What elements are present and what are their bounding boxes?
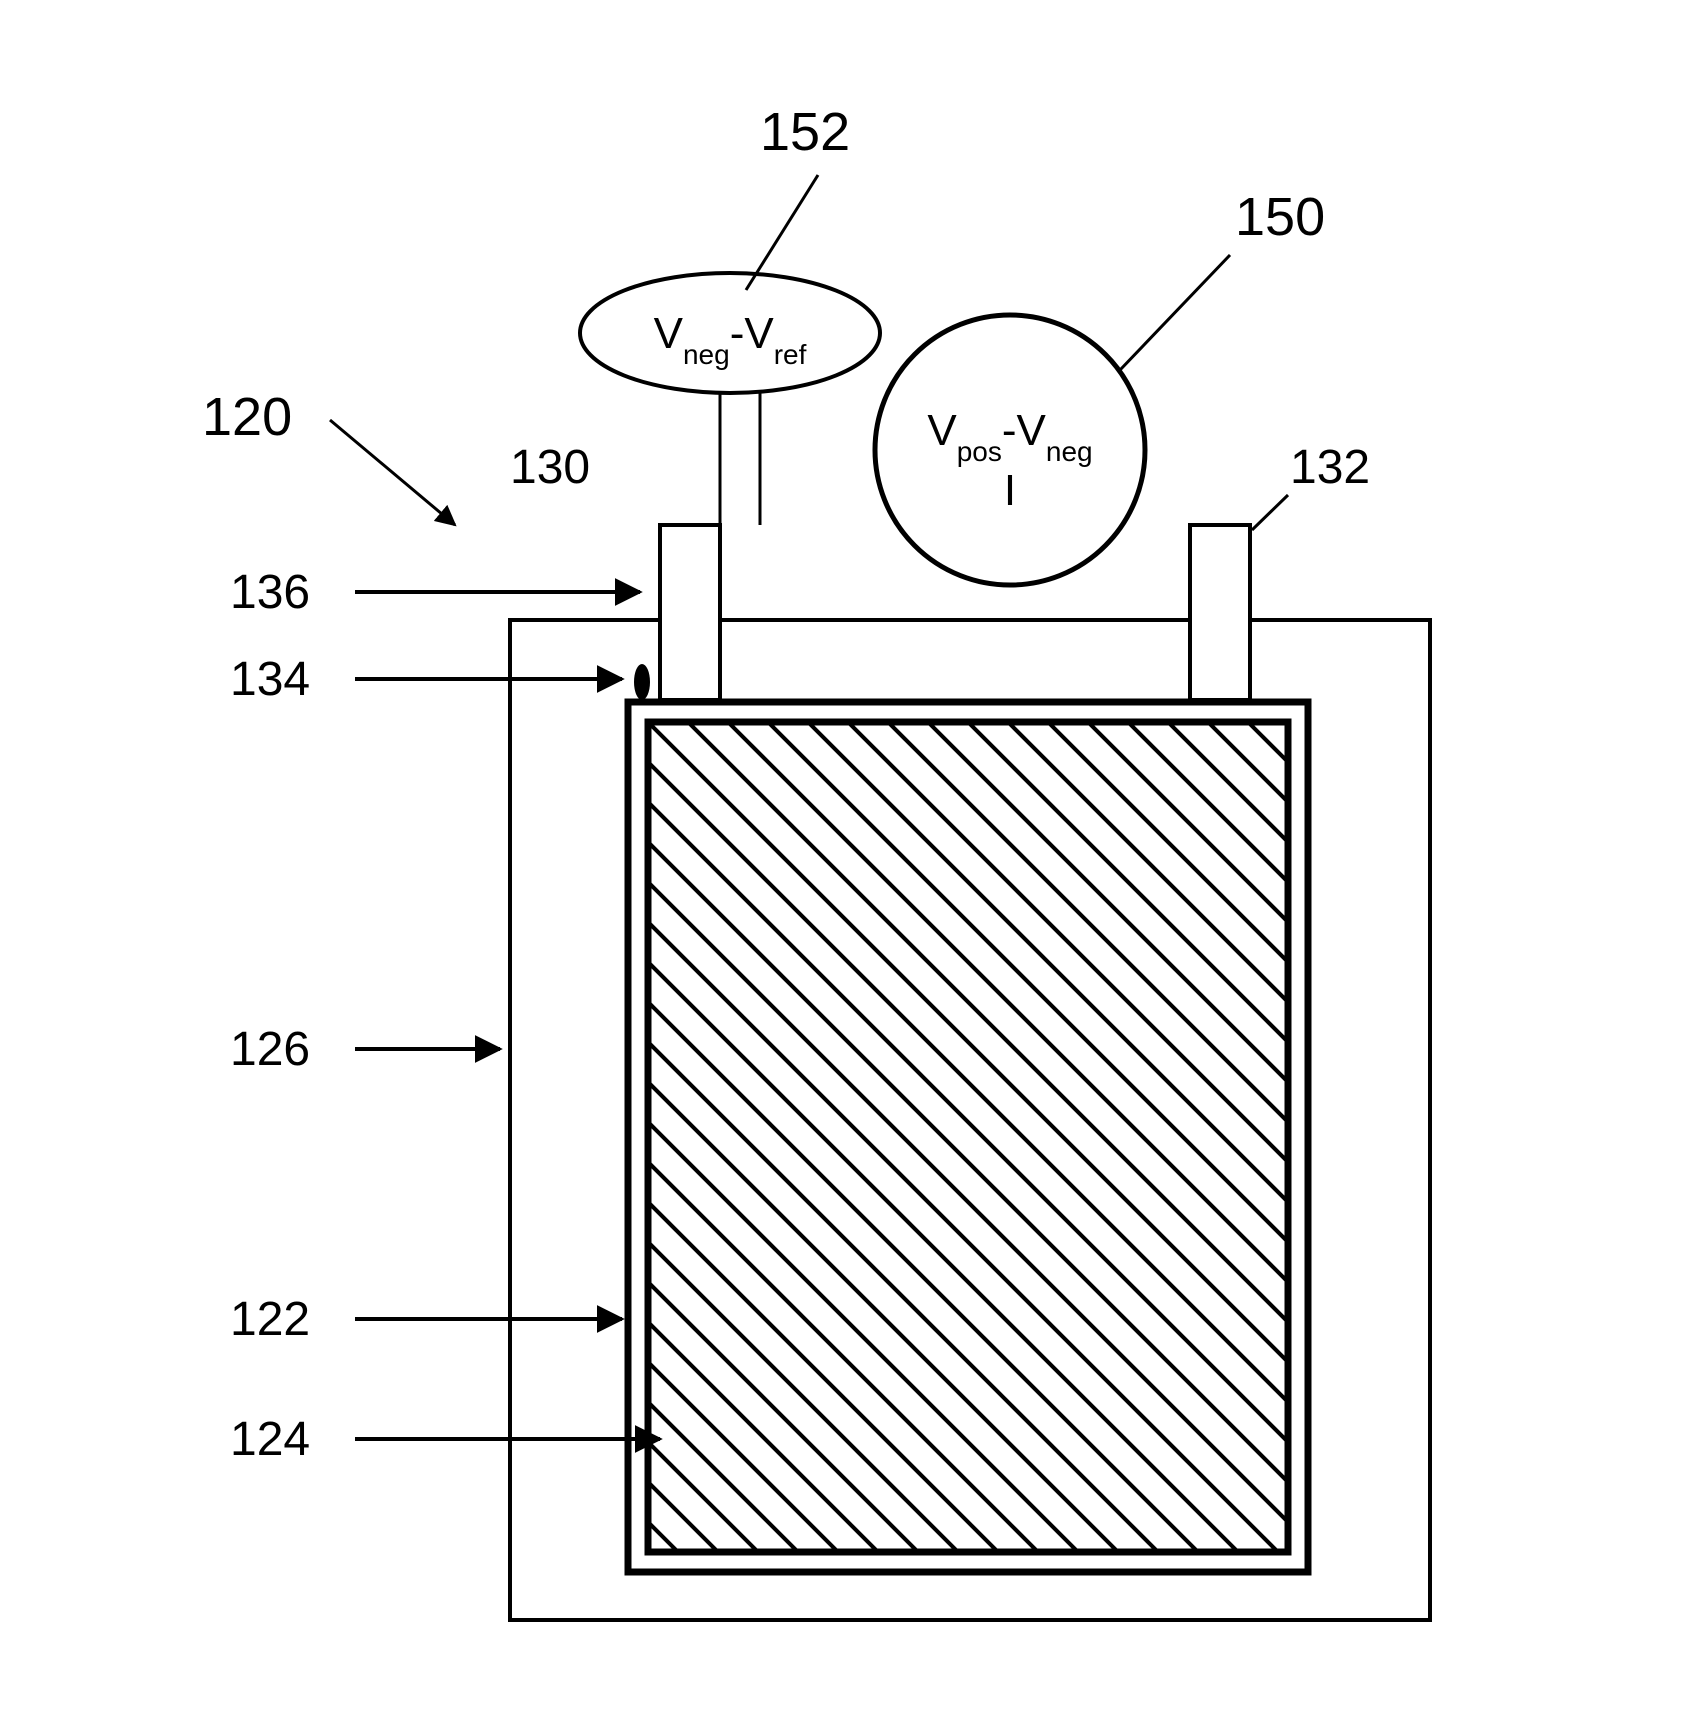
meter-150-line2: I [1004,466,1016,515]
label-n134: 134 [230,653,310,706]
label-n126: 126 [230,1023,310,1076]
label-n132: 132 [1290,441,1370,494]
label-n136: 136 [230,566,310,619]
label-n124: 124 [230,1413,310,1466]
tab-left-130 [660,525,720,700]
leader-152 [746,175,818,290]
label-n120: 120 [202,387,292,447]
label-n130: 130 [510,441,590,494]
leader-132 [1252,495,1288,530]
leader-150 [1120,255,1230,370]
tab-right-132 [1190,525,1250,700]
label-n122: 122 [230,1293,310,1346]
reference-electrode-dot [634,664,650,700]
label-n150: 150 [1235,187,1325,247]
leader-120 [330,420,455,525]
label-n152: 152 [760,102,850,162]
